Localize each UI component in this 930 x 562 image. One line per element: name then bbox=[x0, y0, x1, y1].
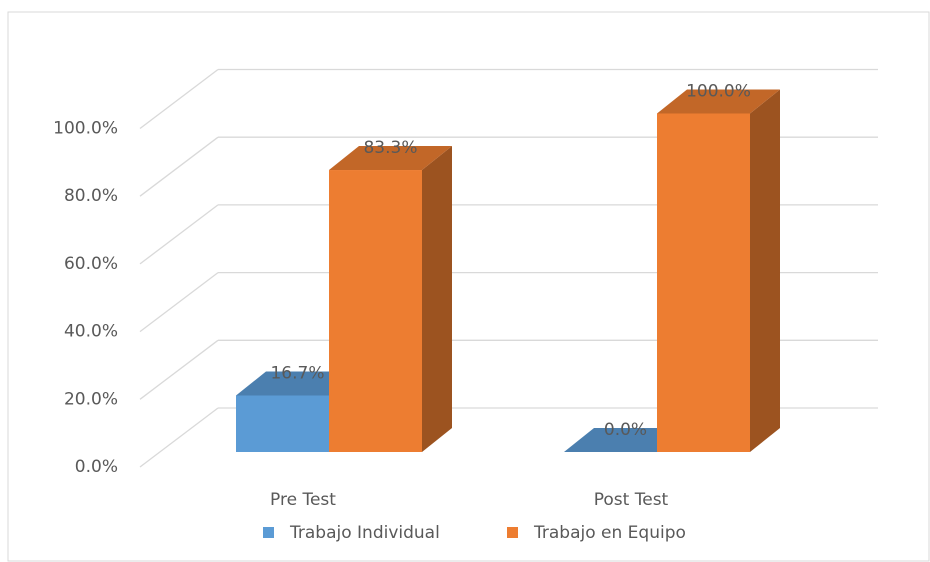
grid-line-floor bbox=[139, 204, 219, 265]
bar bbox=[329, 170, 422, 453]
data-label: 100.0% bbox=[686, 82, 751, 102]
bar-top bbox=[236, 371, 359, 396]
y-tick-label: 0.0% bbox=[75, 457, 118, 477]
legend-swatch bbox=[263, 527, 274, 538]
grid-line-floor bbox=[139, 68, 219, 130]
y-tick-label: 20.0% bbox=[64, 389, 118, 409]
grid-line-floor bbox=[139, 407, 219, 468]
grid-line-floor bbox=[139, 272, 219, 333]
legend-label: Trabajo Individual bbox=[289, 523, 440, 543]
data-label: 83.3% bbox=[363, 138, 417, 158]
bar-top bbox=[329, 146, 452, 171]
y-tick-label: 60.0% bbox=[64, 254, 118, 274]
bar bbox=[236, 395, 329, 452]
chart-frame bbox=[7, 11, 930, 562]
y-tick-label: 40.0% bbox=[64, 322, 118, 342]
bar-top bbox=[564, 428, 687, 452]
bar-side bbox=[422, 146, 452, 453]
data-label: 16.7% bbox=[270, 363, 324, 383]
x-tick-label: Pre Test bbox=[270, 490, 336, 510]
data-label: 0.0% bbox=[604, 420, 647, 440]
y-tick-label: 80.0% bbox=[64, 186, 118, 206]
grid-line-floor bbox=[139, 339, 219, 400]
legend-label: Trabajo en Equipo bbox=[533, 523, 686, 543]
bar-top bbox=[657, 89, 780, 114]
x-tick-label: Post Test bbox=[594, 490, 669, 510]
grid-line-floor bbox=[139, 136, 219, 197]
bar bbox=[657, 113, 750, 452]
y-tick-label: 100.0% bbox=[53, 119, 118, 139]
bar-side bbox=[750, 89, 780, 452]
legend-swatch bbox=[507, 527, 518, 538]
